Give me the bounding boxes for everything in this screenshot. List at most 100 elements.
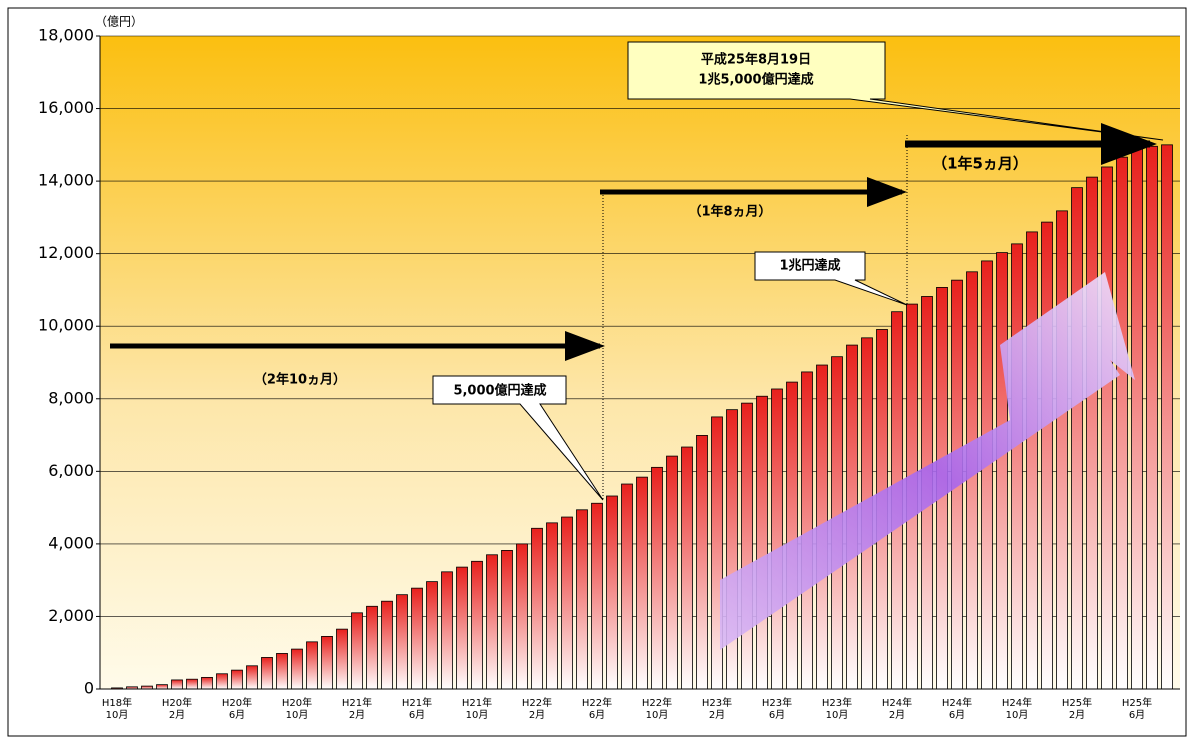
- x-tick-label: H24年: [1002, 696, 1032, 709]
- y-tick-label: 10,000: [38, 316, 94, 335]
- x-tick-label: 6月: [1129, 709, 1145, 721]
- bar: [696, 435, 708, 690]
- bar: [1011, 243, 1023, 690]
- bar: [666, 455, 678, 690]
- y-tick-label: 16,000: [38, 98, 94, 117]
- bar: [966, 271, 978, 690]
- bar: [201, 676, 213, 690]
- x-tick-label: H18年: [102, 696, 132, 709]
- x-tick-label: 10月: [106, 709, 129, 721]
- bar: [531, 527, 543, 690]
- bar: [1071, 187, 1083, 690]
- bar: [576, 509, 588, 690]
- bar: [216, 673, 228, 690]
- annotation: 平成25年8月19日: [701, 52, 811, 68]
- y-tick-label: 14,000: [38, 171, 94, 190]
- bar: [171, 679, 183, 690]
- x-tick-label: 6月: [409, 709, 425, 721]
- y-tick-label: 0: [84, 679, 94, 698]
- x-tick-label: 2月: [529, 709, 545, 721]
- purple-arrow: [720, 272, 1135, 650]
- bar: [621, 483, 633, 690]
- callout: [627, 41, 1164, 141]
- callout: [432, 375, 604, 501]
- x-tick-label: 6月: [949, 709, 965, 721]
- x-tick-label: H23年: [702, 696, 732, 709]
- bar: [231, 669, 243, 690]
- bar: [441, 571, 453, 690]
- bar: [486, 554, 498, 690]
- bar: [276, 653, 288, 690]
- bar: [546, 522, 558, 690]
- x-tick-label: H22年: [582, 696, 612, 709]
- bar: [516, 543, 528, 690]
- x-tick-label: H24年: [882, 696, 912, 709]
- x-tick-label: 2月: [889, 709, 905, 721]
- bar: [1146, 145, 1158, 690]
- x-tick-label: 2月: [169, 709, 185, 721]
- bar: [981, 260, 993, 690]
- x-tick-label: 10月: [826, 709, 849, 721]
- bar: [1131, 148, 1143, 690]
- x-tick-label: H22年: [642, 696, 672, 709]
- bar: [501, 550, 513, 690]
- bar: [636, 476, 648, 690]
- annotation: 1兆5,000億円達成: [698, 72, 813, 88]
- y-tick-label: 2,000: [48, 606, 94, 625]
- bar: [651, 466, 663, 690]
- x-tick-label: H21年: [462, 696, 492, 709]
- bar: [411, 587, 423, 690]
- bar: [426, 581, 438, 690]
- annotation: （1年5ヵ月）: [932, 155, 1028, 173]
- x-tick-label: H20年: [162, 696, 192, 709]
- bar: [741, 402, 753, 690]
- bar: [1161, 144, 1173, 690]
- bar: [351, 612, 363, 690]
- bar: [591, 502, 603, 690]
- y-tick-label: 6,000: [48, 461, 94, 480]
- decoration: [110, 41, 1164, 650]
- bar: [996, 252, 1008, 690]
- bar: [186, 678, 198, 690]
- bar: [756, 395, 768, 690]
- annotation: 1兆円達成: [779, 258, 840, 274]
- unit-label: （億円）: [95, 15, 143, 29]
- bar: [336, 628, 348, 690]
- bar: [246, 665, 258, 690]
- bar: [1026, 231, 1038, 690]
- bar: [1086, 176, 1098, 690]
- x-tick-label: 2月: [349, 709, 365, 721]
- bar: [381, 600, 393, 690]
- x-tick-label: H25年: [1122, 696, 1152, 709]
- x-tick-label: 6月: [769, 709, 785, 721]
- bar: [681, 446, 693, 690]
- bar: [261, 657, 273, 690]
- bar: [456, 566, 468, 690]
- annotation: （1年8ヵ月）: [688, 204, 771, 220]
- x-tick-label: 6月: [229, 709, 245, 721]
- x-tick-label: H20年: [282, 696, 312, 709]
- y-tick-label: 18,000: [38, 26, 94, 45]
- y-tick-label: 4,000: [48, 533, 94, 552]
- x-tick-label: 10月: [286, 709, 309, 721]
- frame: [7, 7, 1187, 737]
- bar: [321, 635, 333, 690]
- x-tick-label: 10月: [646, 709, 669, 721]
- bar: [396, 594, 408, 690]
- x-tick-label: H21年: [342, 696, 372, 709]
- bar: [1056, 210, 1068, 690]
- bar: [606, 495, 618, 690]
- bar: [156, 684, 168, 690]
- x-tick-label: H22年: [522, 696, 552, 709]
- callout: [754, 251, 908, 306]
- x-tick-label: 6月: [589, 709, 605, 721]
- bar: [1101, 166, 1113, 690]
- annotation: （2年10ヵ月）: [254, 372, 346, 388]
- bar: [1116, 156, 1128, 690]
- x-tick-label: 10月: [1006, 709, 1029, 721]
- x-tick-label: 10月: [466, 709, 489, 721]
- x-tick-label: H23年: [822, 696, 852, 709]
- x-tick-label: H21年: [402, 696, 432, 709]
- x-tick-label: 2月: [1069, 709, 1085, 721]
- bar: [306, 641, 318, 690]
